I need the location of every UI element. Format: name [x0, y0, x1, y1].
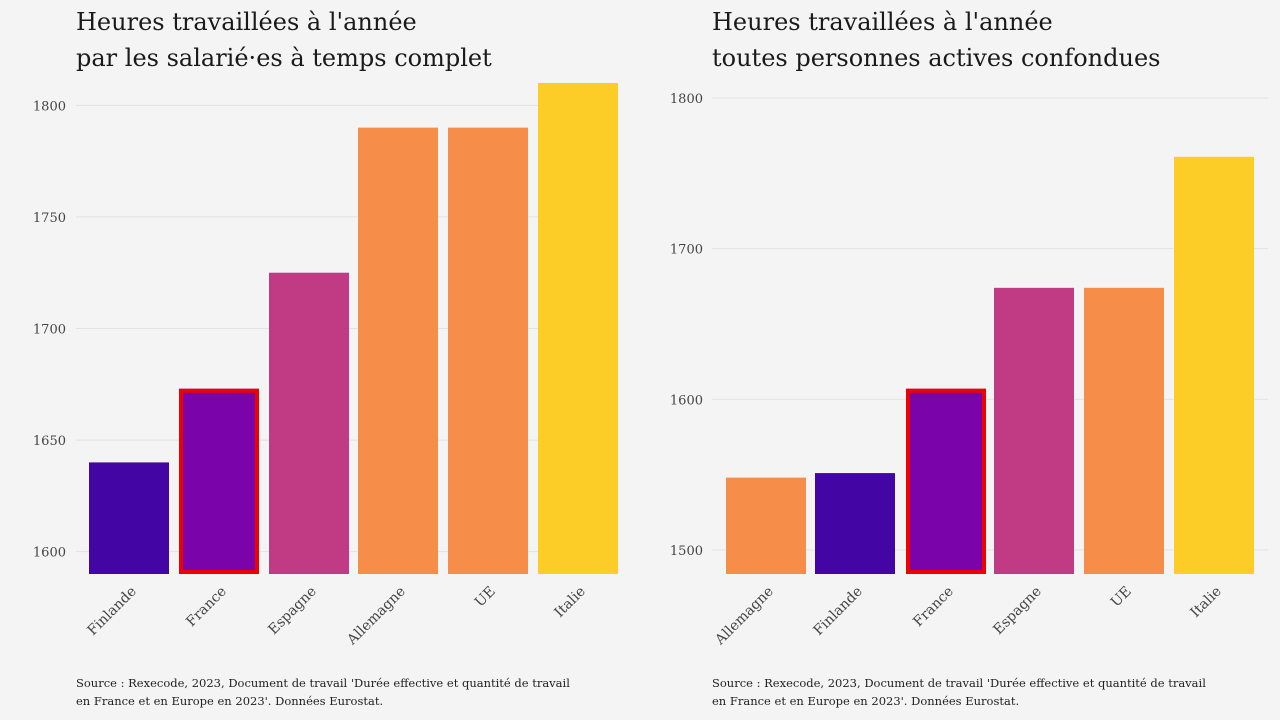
- bar-espagne: [269, 272, 349, 574]
- chart-title-line-2: toutes personnes actives confondues: [712, 44, 1161, 72]
- x-tick-label: Allemagne: [712, 584, 777, 649]
- bar-italie: [538, 83, 618, 574]
- source-line-1: Source : Rexecode, 2023, Document de tra…: [712, 676, 1206, 690]
- y-tick-label: 1700: [33, 323, 66, 338]
- highlight-outline: [179, 388, 259, 574]
- y-tick-label: 1700: [670, 243, 703, 258]
- y-tick-label: 1600: [33, 546, 66, 561]
- bar-allemagne: [358, 127, 438, 575]
- source-line-2: en France et en Europe en 2023'. Données…: [76, 694, 384, 708]
- x-tick-label: Finlande: [810, 584, 865, 639]
- source-note: Source : Rexecode, 2023, Document de tra…: [76, 674, 636, 710]
- y-tick-label: 1600: [670, 393, 703, 408]
- x-tick-label: Italie: [552, 584, 589, 621]
- bar-finlande: [89, 462, 169, 574]
- bar-allemagne: [726, 477, 806, 574]
- x-tick-label: UE: [472, 584, 499, 611]
- y-tick-label: 1500: [670, 544, 703, 559]
- x-tick-label: Allemagne: [344, 584, 409, 649]
- chart-title: Heures travaillées à l'année par les sal…: [76, 4, 492, 76]
- source-line-2: en France et en Europe en 2023'. Données…: [712, 694, 1020, 708]
- highlight-outline: [906, 388, 986, 574]
- x-tick-label: Finlande: [84, 584, 139, 639]
- chart-title: Heures travaillées à l'année toutes pers…: [712, 4, 1160, 76]
- bar-espagne: [994, 287, 1074, 574]
- bar-france: [906, 388, 986, 574]
- bar-ue: [448, 127, 528, 575]
- bar-france: [179, 388, 259, 574]
- x-tick-label: Espagne: [990, 584, 1044, 638]
- y-tick-label: 1800: [33, 99, 66, 114]
- chart-title-line-2: par les salarié·es à temps complet: [76, 44, 492, 72]
- x-tick-label: France: [183, 584, 230, 631]
- chart-title-line-1: Heures travaillées à l'année: [712, 8, 1053, 36]
- x-tick-label: France: [910, 584, 957, 631]
- x-tick-label: Italie: [1188, 584, 1225, 621]
- chart-panel-right: Heures travaillées à l'année toutes pers…: [640, 0, 1268, 720]
- bar-italie: [1174, 156, 1254, 575]
- bar-ue: [1084, 287, 1164, 574]
- chart-title-line-1: Heures travaillées à l'année: [76, 8, 417, 36]
- y-tick-label: 1800: [670, 92, 703, 107]
- y-tick-label: 1650: [33, 434, 66, 449]
- bar-chart-plot: 1600 1650 1700 1750 1800 Finlande France Espagn…: [33, 83, 618, 649]
- x-tick-label: Espagne: [265, 584, 319, 638]
- bar-finlande: [815, 473, 895, 574]
- y-tick-label: 1750: [33, 211, 66, 226]
- source-line-1: Source : Rexecode, 2023, Document de tra…: [76, 676, 570, 690]
- bar-chart-plot: 1500 1600 1700 1800 Allemagne Finlande France E…: [670, 92, 1268, 649]
- source-note: Source : Rexecode, 2023, Document de tra…: [712, 674, 1272, 710]
- chart-panel-left: Heures travaillées à l'année par les sal…: [0, 0, 620, 720]
- x-tick-label: UE: [1108, 584, 1135, 611]
